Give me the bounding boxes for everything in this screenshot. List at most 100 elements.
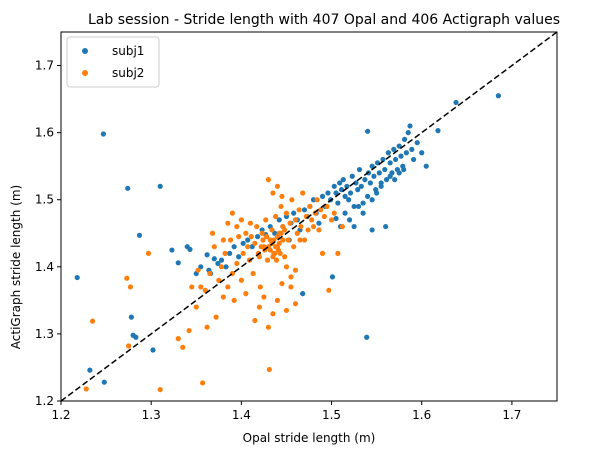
point-subj2-87 bbox=[279, 193, 285, 199]
point-subj1-69 bbox=[356, 166, 363, 173]
point-subj2-10 bbox=[189, 284, 195, 290]
point-subj1-106 bbox=[365, 128, 371, 134]
point-subj1-64 bbox=[347, 190, 354, 196]
point-subj2-114 bbox=[274, 234, 281, 240]
point-subj1-58 bbox=[337, 180, 343, 186]
point-subj2-56 bbox=[283, 210, 290, 216]
point-subj1-25 bbox=[231, 244, 237, 250]
point-subj1-43 bbox=[300, 291, 306, 297]
point-subj1-75 bbox=[367, 180, 373, 186]
point-subj1-8 bbox=[136, 232, 143, 238]
point-subj2-45 bbox=[264, 257, 271, 263]
point-subj1-101 bbox=[419, 150, 425, 156]
point-subj2-102 bbox=[247, 220, 253, 226]
point-subj1-17 bbox=[204, 252, 210, 258]
point-subj1-44 bbox=[301, 207, 308, 213]
point-subj2-91 bbox=[297, 237, 303, 243]
point-subj1-5 bbox=[128, 314, 134, 320]
point-subj2-46 bbox=[266, 366, 272, 373]
point-subj1-116 bbox=[369, 197, 375, 203]
point-subj2-6 bbox=[157, 386, 163, 393]
point-subj2-57 bbox=[285, 237, 291, 243]
point-subj2-29 bbox=[234, 260, 240, 267]
point-subj2-90 bbox=[292, 267, 299, 273]
point-subj2-55 bbox=[282, 254, 288, 260]
point-subj2-108 bbox=[220, 237, 226, 243]
point-subj1-3 bbox=[101, 379, 107, 385]
point-subj1-56 bbox=[333, 190, 339, 196]
chart-title: Lab session - Stride length with 407 Opa… bbox=[88, 12, 560, 28]
point-subj1-99 bbox=[411, 156, 417, 163]
x-tick-label-0: 1.2 bbox=[51, 408, 70, 422]
point-subj1-92 bbox=[398, 153, 404, 159]
plot-frame bbox=[60, 31, 558, 402]
x-tick-label-2: 1.4 bbox=[232, 408, 251, 422]
point-subj2-120 bbox=[272, 250, 278, 256]
point-subj1-110 bbox=[342, 210, 348, 216]
point-subj2-103 bbox=[243, 230, 249, 236]
y-axis: 1.2 1.3 1.4 1.5 1.6 1.7 bbox=[35, 59, 61, 408]
point-subj2-92 bbox=[252, 317, 258, 324]
point-subj2-63 bbox=[296, 207, 302, 213]
point-subj1-30 bbox=[255, 234, 261, 240]
point-subj1-24 bbox=[227, 250, 233, 256]
point-subj2-0 bbox=[83, 386, 89, 392]
point-subj2-97 bbox=[274, 297, 281, 303]
point-subj2-89 bbox=[288, 274, 294, 280]
point-subj1-71 bbox=[360, 210, 366, 216]
y-tick-label-3: 1.5 bbox=[35, 193, 54, 207]
point-subj1-54 bbox=[329, 274, 336, 280]
legend-box bbox=[66, 36, 160, 88]
point-subj2-59 bbox=[289, 197, 295, 203]
point-subj1-77 bbox=[371, 173, 377, 179]
point-subj2-112 bbox=[271, 237, 277, 243]
point-subj2-69 bbox=[307, 203, 313, 210]
point-subj2-62 bbox=[294, 230, 300, 236]
point-subj1-60 bbox=[340, 177, 346, 183]
point-subj2-94 bbox=[261, 294, 267, 300]
point-subj2-82 bbox=[335, 250, 341, 256]
legend: subj1 subj2 bbox=[66, 36, 160, 88]
point-subj2-128 bbox=[256, 254, 262, 260]
point-subj1-7 bbox=[133, 334, 139, 340]
point-subj2-65 bbox=[300, 190, 306, 196]
point-subj1-84 bbox=[383, 177, 390, 183]
point-subj2-124 bbox=[264, 234, 270, 240]
point-subj1-0 bbox=[74, 274, 80, 281]
point-subj1-11 bbox=[169, 247, 175, 253]
point-subj1-107 bbox=[369, 227, 375, 233]
identity-reference-line bbox=[60, 31, 558, 402]
point-subj1-21 bbox=[215, 260, 221, 267]
x-tick-label-3: 1.5 bbox=[322, 408, 341, 422]
point-subj2-127 bbox=[258, 244, 264, 250]
point-subj2-99 bbox=[283, 307, 290, 314]
y-tick-label-1: 1.3 bbox=[35, 327, 54, 341]
point-subj2-25 bbox=[225, 284, 231, 290]
point-subj2-80 bbox=[328, 217, 335, 223]
point-subj2-79 bbox=[326, 287, 332, 293]
point-subj1-10 bbox=[157, 183, 163, 189]
point-subj2-11 bbox=[193, 304, 199, 310]
point-subj2-33 bbox=[243, 291, 249, 297]
point-subj1-72 bbox=[362, 177, 368, 183]
legend-label-subj1: subj1 bbox=[112, 44, 144, 58]
y-tick-label-2: 1.4 bbox=[35, 260, 54, 274]
point-subj1-68 bbox=[355, 187, 361, 193]
point-subj1-2 bbox=[100, 131, 106, 137]
point-subj1-4 bbox=[125, 185, 131, 191]
legend-marker-subj2 bbox=[82, 70, 88, 76]
point-subj1-82 bbox=[380, 156, 386, 163]
point-subj2-26 bbox=[227, 237, 234, 243]
series-subj2 bbox=[83, 177, 345, 393]
point-subj1-86 bbox=[387, 160, 393, 166]
point-subj2-7 bbox=[175, 336, 181, 342]
point-subj2-68 bbox=[305, 227, 311, 233]
y-tick-label-5: 1.7 bbox=[35, 59, 54, 73]
point-subj2-50 bbox=[273, 213, 279, 220]
point-subj2-96 bbox=[270, 311, 276, 317]
point-subj2-66 bbox=[301, 237, 308, 243]
point-subj2-16 bbox=[204, 324, 210, 330]
point-subj2-77 bbox=[321, 213, 327, 220]
series-subj1 bbox=[74, 93, 501, 385]
point-subj1-83 bbox=[382, 166, 388, 173]
